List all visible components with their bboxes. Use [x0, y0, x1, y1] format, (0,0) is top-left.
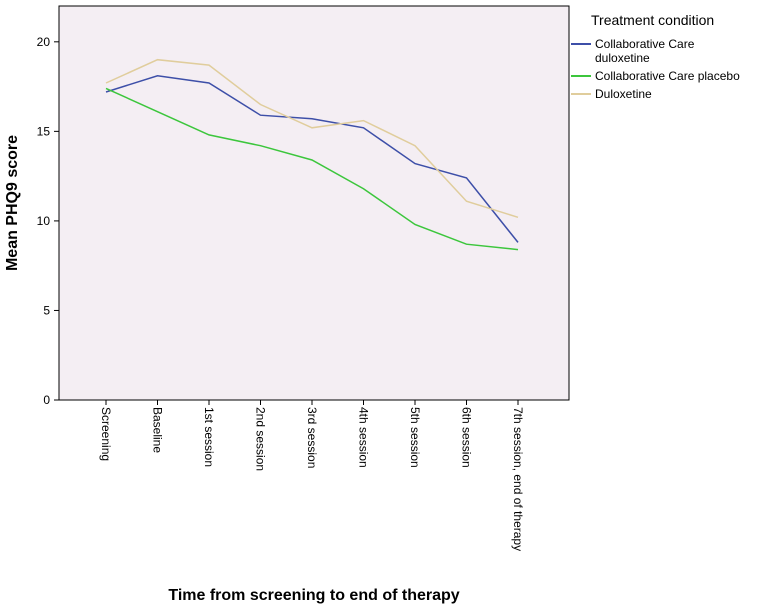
- x-tick-label: Baseline: [151, 407, 165, 453]
- y-tick-label: 15: [37, 124, 51, 138]
- legend-label-2: Collaborative Care placebo: [595, 69, 740, 83]
- legend-title: Treatment condition: [591, 12, 714, 28]
- x-tick-label: 5th session: [408, 407, 422, 468]
- series-line-3: [105, 58, 519, 219]
- x-tick-label: 3rd session: [305, 407, 319, 468]
- x-tick-label: 2nd session: [254, 407, 268, 471]
- x-tick-label: Screening: [99, 407, 113, 461]
- x-tick-label: 7th session, end of therapy: [511, 407, 525, 551]
- y-axis-title: Mean PHQ9 score: [4, 135, 21, 271]
- series-line-2: [105, 87, 519, 251]
- x-axis-title: Time from screening to end of therapy: [168, 587, 459, 604]
- y-tick-label: 20: [37, 35, 51, 49]
- y-tick-label: 10: [37, 214, 51, 228]
- series-line-1: [105, 75, 519, 243]
- x-tick-label: 6th session: [460, 407, 474, 468]
- x-tick-label: 1st session: [202, 407, 216, 467]
- y-tick-label: 0: [43, 393, 50, 407]
- y-axis: 0 5 10 15 20: [37, 35, 59, 407]
- legend: Treatment condition Collaborative Caredu…: [571, 12, 740, 101]
- plot-area: [58, 5, 570, 401]
- series-group: [105, 58, 519, 251]
- x-tick-label: 4th session: [357, 407, 371, 468]
- legend-label-3: Duloxetine: [595, 87, 652, 101]
- x-axis: Screening Baseline 1st session 2nd session 3…: [99, 400, 525, 551]
- y-tick-label: 5: [43, 303, 50, 317]
- legend-label-1: Collaborative Care: [595, 37, 695, 51]
- legend-label-1: duloxetine: [595, 51, 650, 65]
